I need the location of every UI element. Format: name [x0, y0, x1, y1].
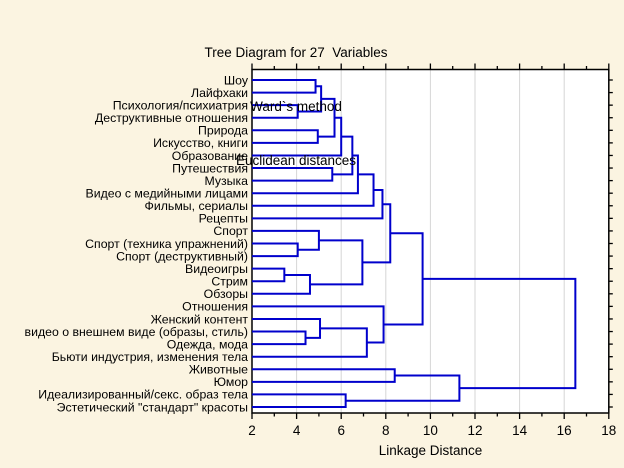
leaf-label: Путешествия	[172, 161, 248, 175]
leaf-label: видео о внешнем виде (образы, стиль)	[25, 325, 248, 339]
x-tick-label: 6	[337, 423, 345, 438]
leaf-label: Обзоры	[204, 287, 248, 301]
leaf-label: Психология/психиатрия	[113, 98, 248, 112]
leaf-label: Стрим	[211, 275, 248, 289]
x-tick-label: 18	[601, 423, 616, 438]
x-tick-label: 4	[293, 423, 301, 438]
leaf-label: Животные	[189, 363, 248, 377]
chart-title: Tree Diagram for 27 Variables	[204, 45, 388, 60]
x-tick-label: 12	[467, 423, 482, 438]
leaf-label: Эстетический "стандарт" красоты	[57, 400, 248, 414]
leaf-label: Спорт	[213, 224, 248, 238]
x-tick-label: 2	[248, 423, 256, 438]
leaf-label: Музыка	[205, 174, 249, 188]
leaf-label: Видео с медийными лицами	[86, 186, 249, 200]
leaf-label: Природа	[198, 124, 248, 138]
dendrogram-branch	[422, 277, 577, 390]
leaf-label: Спорт (техника упражнений)	[85, 237, 248, 251]
chart-subtitle-method: Ward`s method	[250, 99, 342, 114]
leaf-label: Лайфхаки	[191, 86, 248, 100]
x-tick-label: 16	[557, 423, 572, 438]
leaf-label: Образование	[172, 149, 248, 163]
leaf-label: Юмор	[214, 375, 249, 389]
leaf-label: Искусство, книги	[153, 136, 248, 150]
leaf-label: Одежда, мода	[167, 337, 248, 351]
leaf-label: Фильмы, сериалы	[145, 199, 248, 213]
leaf-label: Спорт (деструктивный)	[116, 249, 248, 263]
leaf-label: Деструктивные отношения	[95, 111, 248, 125]
leaf-label: Бьюти индустрия, изменения тела	[52, 350, 248, 364]
chart-title-block: Tree Diagram for 27 Variables Ward`s met…	[0, 8, 592, 206]
leaf-label: Шоу	[224, 73, 249, 87]
leaf-label: Видеоигры	[185, 262, 248, 276]
leaf-label: Женский контент	[151, 312, 249, 326]
leaf-label: Отношения	[182, 300, 248, 314]
x-tick-label: 14	[512, 423, 528, 438]
x-axis-label: Linkage Distance	[378, 443, 483, 458]
x-tick-label: 10	[423, 423, 438, 438]
x-tick-label: 8	[382, 423, 390, 438]
leaf-label: Идеализированный/секс. образ тела	[38, 388, 248, 402]
leaf-label: Рецепты	[199, 212, 248, 226]
chart-subtitle-distance: Euclidean distances	[235, 153, 357, 168]
